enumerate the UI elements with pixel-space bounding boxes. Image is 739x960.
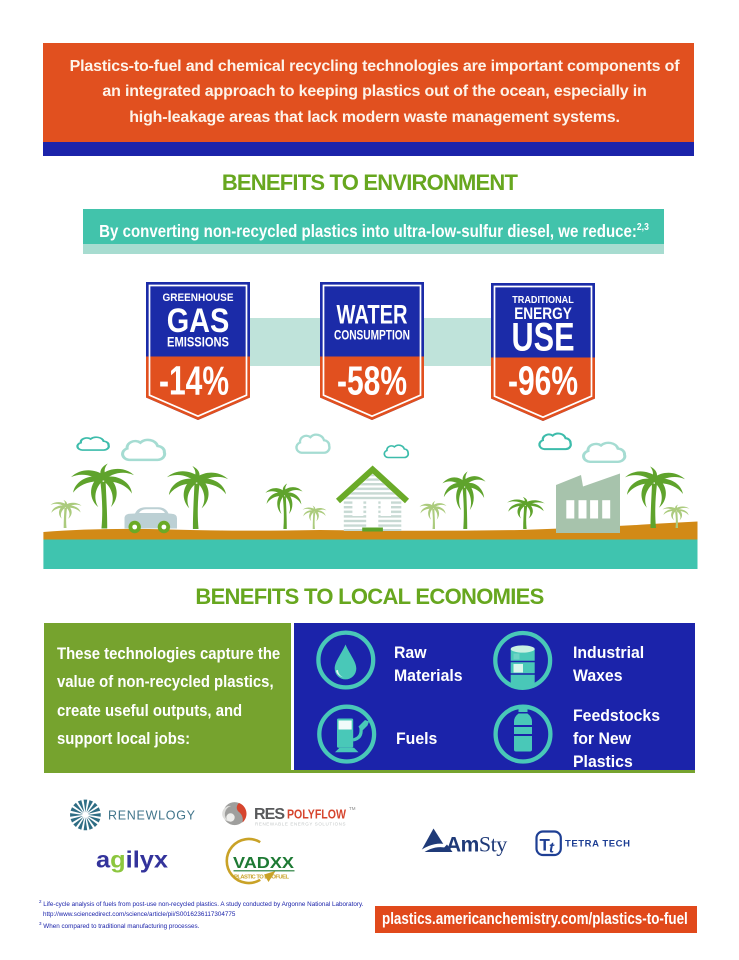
svg-text:T: T — [540, 836, 551, 855]
svg-text:RENEWLOGY: RENEWLOGY — [108, 809, 196, 823]
svg-text:RENEWABLE ENERGY SOLUTIONS: RENEWABLE ENERGY SOLUTIONS — [255, 822, 346, 827]
svg-text:WATER: WATER — [337, 299, 408, 329]
svg-text:VADXX: VADXX — [233, 855, 294, 872]
svg-text:t: t — [549, 840, 555, 857]
svg-text:CONSUMPTION: CONSUMPTION — [334, 326, 410, 342]
svg-text:AmSty: AmSty — [446, 832, 507, 857]
svg-text:-96%: -96% — [508, 358, 578, 404]
svg-text:TM: TM — [349, 806, 356, 811]
svg-text:USE: USE — [512, 316, 575, 360]
svg-text:ENERGY: ENERGY — [514, 304, 572, 323]
svg-text:-14%: -14% — [159, 358, 229, 404]
svg-text:PLASTIC TO ECOFUEL: PLASTIC TO ECOFUEL — [234, 875, 289, 881]
svg-text:agilyx: agilyx — [96, 847, 168, 873]
svg-text:POLYFLOW: POLYFLOW — [287, 808, 346, 822]
svg-text:EMISSIONS: EMISSIONS — [167, 335, 229, 351]
svg-text:RES: RES — [254, 806, 285, 823]
svg-text:-58%: -58% — [337, 358, 407, 404]
svg-text:TRADITIONAL: TRADITIONAL — [512, 295, 574, 306]
svg-text:TETRA TECH: TETRA TECH — [565, 839, 631, 850]
svg-text:GREENHOUSE: GREENHOUSE — [163, 292, 234, 304]
svg-text:GAS: GAS — [167, 302, 230, 340]
